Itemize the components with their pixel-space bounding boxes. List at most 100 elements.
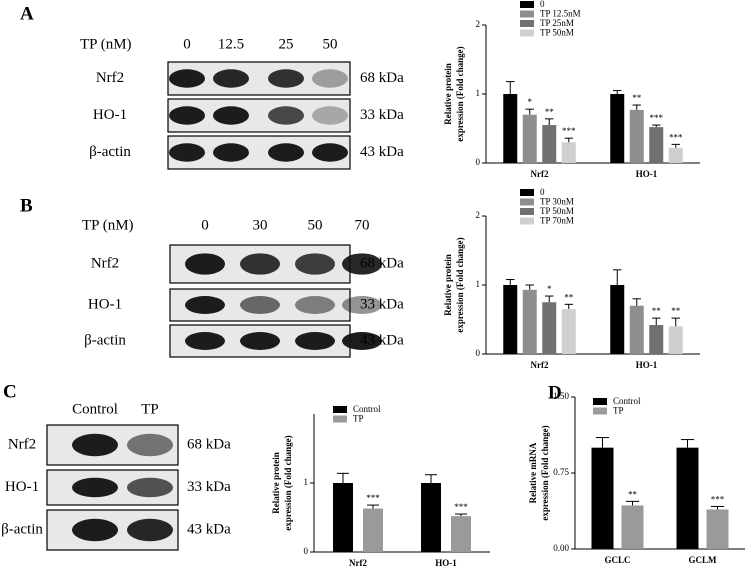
blot-band bbox=[72, 518, 118, 542]
significance: ** bbox=[545, 107, 555, 117]
lane-label: TP bbox=[141, 401, 159, 417]
y-tick-label: 0 bbox=[476, 157, 481, 167]
blot-band bbox=[169, 69, 205, 88]
significance: ** bbox=[671, 306, 681, 316]
size-label: 33 kDa bbox=[187, 479, 231, 495]
bar bbox=[542, 302, 557, 354]
size-label: 33 kDa bbox=[360, 107, 404, 123]
legend-label: Control bbox=[353, 404, 381, 414]
blot-band bbox=[185, 296, 225, 314]
panel-letter: B bbox=[20, 195, 33, 216]
y-label-line: Relative protein bbox=[443, 254, 453, 316]
treatment-label: TP (nM) bbox=[82, 217, 134, 233]
blot-band bbox=[342, 253, 382, 275]
y-axis-label: Relative protein expression (Fold change) bbox=[443, 237, 465, 332]
legend-swatch bbox=[333, 415, 347, 423]
y-tick-label: 0 bbox=[476, 348, 481, 358]
blot-band bbox=[295, 332, 335, 350]
lane-label: 30 bbox=[253, 217, 268, 233]
size-label: 43 kDa bbox=[360, 144, 404, 160]
lane-label: 25 bbox=[279, 36, 294, 52]
y-axis-label: Relative mRNA expression (Fold change) bbox=[528, 425, 550, 520]
size-label: 68 kDa bbox=[187, 436, 231, 452]
legend-swatch bbox=[593, 407, 607, 415]
bar bbox=[629, 109, 644, 163]
size-label: 43 kDa bbox=[187, 521, 231, 537]
bar bbox=[668, 147, 683, 163]
size-label: 68 kDa bbox=[360, 255, 404, 271]
y-label-line: Relative mRNA bbox=[528, 442, 538, 503]
legend-swatch bbox=[520, 1, 534, 8]
significance: * bbox=[547, 284, 552, 294]
size-label: 33 kDa bbox=[360, 296, 404, 312]
blot-band bbox=[72, 477, 118, 498]
significance: ** bbox=[628, 489, 638, 499]
x-tick-label: GCLM bbox=[689, 555, 718, 565]
legend-label: TP 50nM bbox=[540, 206, 574, 216]
x-tick-label: Nrf2 bbox=[531, 360, 549, 370]
blot-band bbox=[342, 332, 382, 350]
x-tick-label: Nrf2 bbox=[531, 169, 549, 179]
bar bbox=[451, 516, 471, 552]
y-tick-label: 2 bbox=[476, 210, 481, 220]
y-label-line: Relative protein bbox=[271, 452, 281, 514]
bar bbox=[363, 508, 383, 552]
blot-band bbox=[169, 106, 205, 125]
blot-band bbox=[127, 477, 173, 498]
blot-band bbox=[240, 332, 280, 350]
y-tick-label: 0 bbox=[304, 546, 309, 556]
significance: * bbox=[528, 97, 533, 107]
significance: *** bbox=[454, 502, 468, 512]
y-tick-label: 0.75 bbox=[553, 467, 569, 477]
bar bbox=[522, 289, 537, 354]
y-tick-label: 1 bbox=[476, 279, 481, 289]
bar bbox=[706, 509, 729, 549]
legend-label: TP 70nM bbox=[540, 216, 574, 226]
x-tick-label: HO-1 bbox=[435, 558, 457, 566]
legend-label: TP bbox=[353, 414, 364, 424]
bar bbox=[333, 483, 353, 552]
size-label: 43 kDa bbox=[360, 332, 404, 348]
blot-band bbox=[312, 69, 348, 88]
y-label-line: expression (Fold change) bbox=[283, 435, 293, 530]
bar bbox=[561, 309, 576, 354]
protein-label: Nrf2 bbox=[8, 436, 36, 452]
significance: ** bbox=[652, 306, 662, 316]
blot-band bbox=[312, 143, 348, 162]
lane-label: Control bbox=[72, 401, 118, 417]
blot-band bbox=[185, 332, 225, 350]
legend-swatch bbox=[520, 29, 534, 37]
legend-label: TP 12.5nM bbox=[540, 9, 581, 19]
blot-band bbox=[127, 433, 173, 457]
legend-swatch bbox=[520, 189, 534, 196]
blot-band bbox=[240, 296, 280, 314]
protein-label: Nrf2 bbox=[96, 70, 124, 86]
significance: ** bbox=[632, 93, 642, 103]
blot-band bbox=[312, 106, 348, 125]
y-label-line: expression (Fold change) bbox=[455, 46, 465, 141]
x-tick-label: Nrf2 bbox=[349, 558, 367, 566]
protein-label: Nrf2 bbox=[91, 255, 119, 271]
y-axis-label: Relative protein expression (Fold change) bbox=[443, 46, 465, 141]
blot-band bbox=[295, 253, 335, 275]
legend-swatch bbox=[520, 217, 534, 225]
lane-label: 70 bbox=[355, 217, 370, 233]
blot-band bbox=[213, 69, 249, 88]
size-label: 68 kDa bbox=[360, 70, 404, 86]
blot-band bbox=[268, 143, 304, 162]
x-tick-label: HO-1 bbox=[636, 169, 658, 179]
legend-label: TP 30nM bbox=[540, 197, 574, 207]
legend-label: TP bbox=[613, 406, 624, 416]
y-axis-label: Relative protein expression (Fold change) bbox=[271, 435, 293, 530]
y-label-line: Relative protein bbox=[443, 63, 453, 125]
treatment-label: TP (nM) bbox=[80, 36, 132, 52]
blot-band bbox=[72, 433, 118, 457]
legend-label: 0 bbox=[540, 0, 545, 9]
legend-swatch bbox=[520, 20, 534, 27]
blot-band bbox=[268, 106, 304, 125]
legend-swatch bbox=[520, 208, 534, 215]
y-label-line: expression (Fold change) bbox=[540, 425, 550, 520]
bar bbox=[610, 285, 625, 354]
significance: *** bbox=[669, 132, 683, 142]
